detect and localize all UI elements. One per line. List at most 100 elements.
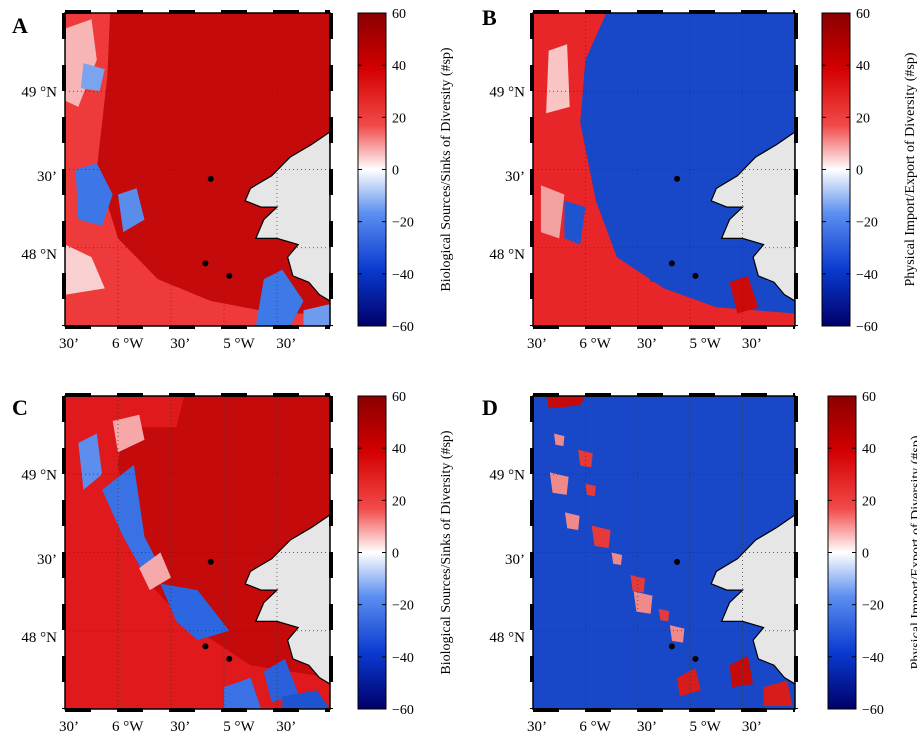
frame-tick xyxy=(273,325,299,329)
frame-tick xyxy=(273,708,299,712)
frame-tick xyxy=(169,10,195,14)
frame-tick xyxy=(117,10,143,14)
y-tick-label: 30’ xyxy=(505,169,525,185)
x-tick-label: 30’ xyxy=(527,336,547,352)
x-tick-label: 5 °W xyxy=(223,336,255,352)
y-tick-label: 30’ xyxy=(37,169,57,185)
colorbar-tick-label: 0 xyxy=(392,164,399,179)
x-tick-label: 30’ xyxy=(59,336,79,352)
y-tick-label: 49 °N xyxy=(21,84,57,100)
x-tick-label: 30’ xyxy=(59,719,79,733)
x-tick-label: 30’ xyxy=(742,719,762,733)
y-tick-label: 49 °N xyxy=(489,467,525,483)
x-tick-label: 30’ xyxy=(276,719,296,733)
frame-tick xyxy=(329,708,333,709)
frame-tick xyxy=(741,708,767,712)
frame-tick xyxy=(329,65,333,91)
frame-tick xyxy=(62,708,66,709)
y-tick-label: 49 °N xyxy=(489,84,525,100)
panel-letter: B xyxy=(482,5,497,30)
frame-tick xyxy=(794,273,798,299)
frame-tick xyxy=(169,708,195,712)
frame-tick xyxy=(329,169,333,195)
frame-tick xyxy=(533,393,559,397)
colorbar-tick-label: −60 xyxy=(862,703,884,718)
front-patch-7 xyxy=(630,575,646,593)
frame-tick xyxy=(794,708,798,709)
se-red xyxy=(763,680,793,706)
west-blue xyxy=(564,200,586,245)
south-blue-2 xyxy=(224,677,262,709)
frame-tick xyxy=(62,604,66,630)
frame-tick xyxy=(794,552,798,578)
frame-tick xyxy=(329,325,333,326)
frame-tick xyxy=(325,325,330,329)
front-patch-10 xyxy=(669,625,685,643)
island-1 xyxy=(668,260,675,267)
coastline xyxy=(710,131,795,302)
frame-tick xyxy=(530,117,534,143)
colorbar xyxy=(357,395,387,710)
nw-red xyxy=(546,396,586,409)
frame-tick xyxy=(62,325,66,326)
panel-a: A 30’ 6 °W 30’ 5 °W 30’ 49 °N 30’ 48 °N 60 40 20 0 −2… xyxy=(12,7,454,352)
colorbar-tick-label: 40 xyxy=(392,442,406,457)
frame-tick xyxy=(65,708,91,712)
frame-tick xyxy=(329,500,333,526)
colorbar-tick-label: 40 xyxy=(392,59,406,74)
island-0 xyxy=(207,175,214,182)
y-tick-label: 49 °N xyxy=(21,467,57,483)
colorbar-tick-label: 60 xyxy=(392,7,406,22)
frame-tick xyxy=(637,708,663,712)
frame-tick xyxy=(329,396,333,422)
frame-tick xyxy=(794,604,798,630)
y-tick-label: 48 °N xyxy=(489,247,525,263)
island-2 xyxy=(226,272,233,279)
west-blue xyxy=(75,163,113,226)
colorbar-tick-label: 60 xyxy=(862,390,876,405)
panel-letter: C xyxy=(12,395,28,420)
y-tick-label: 30’ xyxy=(505,552,525,568)
frame-tick xyxy=(794,656,798,682)
x-tick-label: 6 °W xyxy=(579,719,611,733)
frame-tick xyxy=(530,169,534,195)
frame-tick xyxy=(530,325,534,326)
front-patch-1 xyxy=(578,449,593,468)
frame-tick xyxy=(117,708,143,712)
frame-tick xyxy=(221,393,247,397)
colorbar xyxy=(357,12,387,327)
colorbar-tick-label: −40 xyxy=(392,651,414,666)
nw-blue xyxy=(78,433,103,490)
frame-tick xyxy=(530,552,534,578)
colorbar-tick-label: −60 xyxy=(392,320,414,335)
colorbar-tick-label: −20 xyxy=(862,599,884,614)
frame-tick xyxy=(689,325,715,329)
frame-tick xyxy=(169,325,195,329)
front-patch-5 xyxy=(591,525,611,549)
frame-tick xyxy=(530,448,534,474)
front-patch-8 xyxy=(633,591,653,614)
frame-tick xyxy=(62,169,66,195)
west-pale2 xyxy=(540,185,565,239)
island-1 xyxy=(668,643,675,650)
frame-tick xyxy=(329,273,333,299)
colorbar-tick-label: 20 xyxy=(856,111,870,126)
frame-tick xyxy=(794,500,798,526)
frame-tick xyxy=(221,10,247,14)
frame-tick xyxy=(533,708,559,712)
frame-tick xyxy=(329,656,333,682)
land xyxy=(245,514,330,684)
panel-d: D 30’ 6 °W 30’ 5 °W 30’ 49 °N 30’ 48 °N 60 40 20 0 −2… xyxy=(482,390,917,733)
frame-tick xyxy=(117,325,143,329)
frame-tick xyxy=(62,13,66,39)
x-tick-label: 5 °W xyxy=(223,719,255,733)
front-blue-1 xyxy=(102,464,166,584)
colorbar-tick-label: 20 xyxy=(392,494,406,509)
nw-pale xyxy=(112,414,145,453)
colorbar-tick-label: 20 xyxy=(862,494,876,509)
map-b xyxy=(533,13,795,326)
frame-tick xyxy=(325,10,330,14)
island-0 xyxy=(674,558,681,565)
frame-tick xyxy=(530,396,534,422)
colorbar-tick-label: 0 xyxy=(856,164,863,179)
